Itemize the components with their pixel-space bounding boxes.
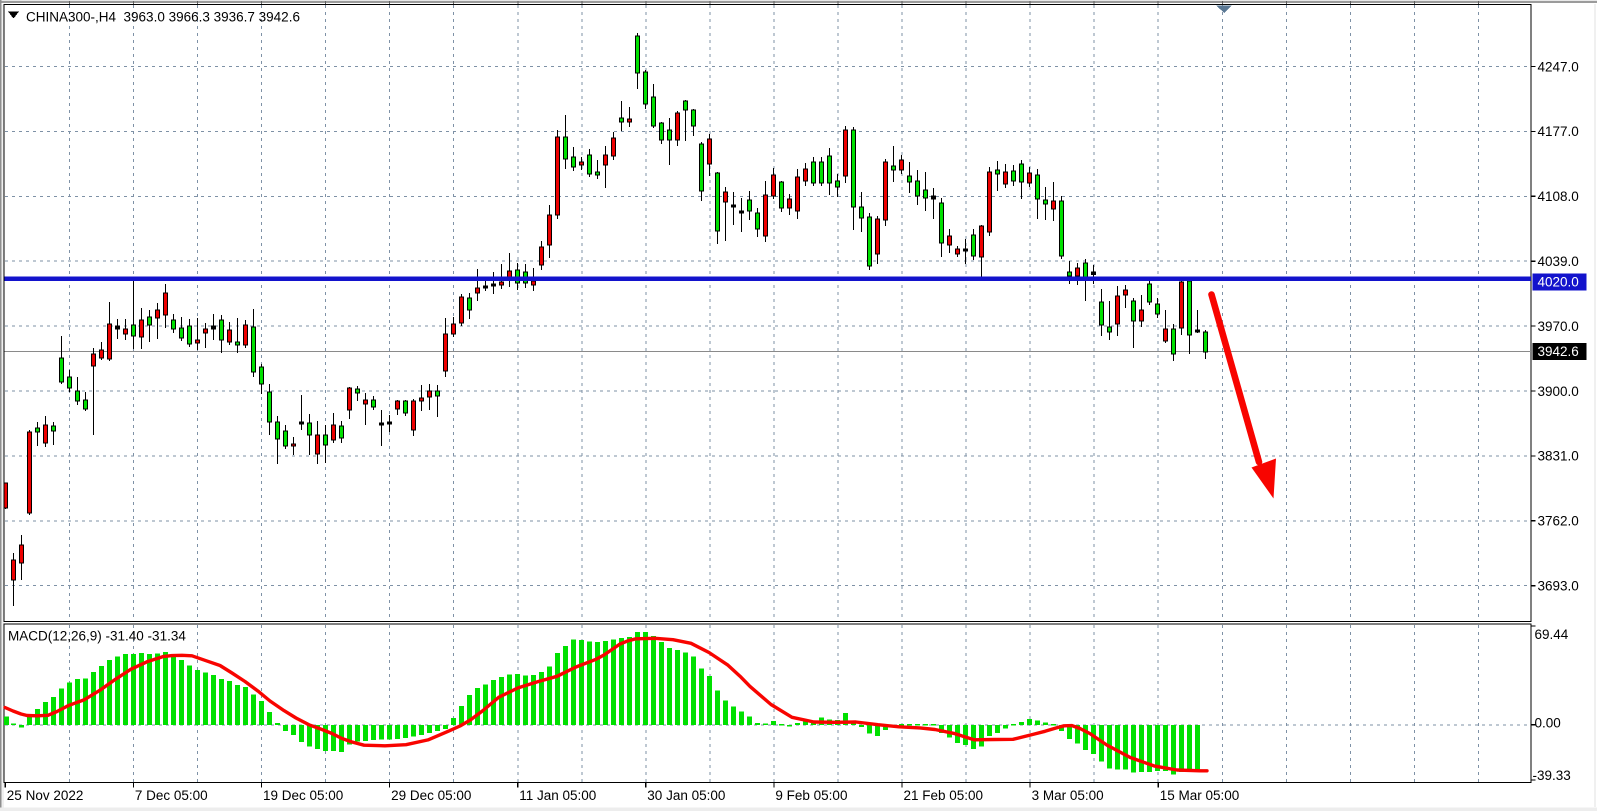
- svg-text:3693.0: 3693.0: [1538, 579, 1579, 594]
- svg-text:15 Mar 05:00: 15 Mar 05:00: [1160, 788, 1240, 803]
- svg-text:21 Feb 05:00: 21 Feb 05:00: [904, 788, 984, 803]
- svg-text:25 Nov 2022: 25 Nov 2022: [7, 788, 84, 803]
- svg-text:-39.33: -39.33: [1533, 768, 1571, 783]
- svg-text:3900.0: 3900.0: [1538, 384, 1579, 399]
- svg-text:69.44: 69.44: [1535, 627, 1569, 642]
- svg-text:11 Jan 05:00: 11 Jan 05:00: [519, 788, 596, 803]
- svg-text:MACD(12,26,9) -31.40 -31.34: MACD(12,26,9) -31.40 -31.34: [8, 628, 186, 643]
- svg-text:3942.6: 3942.6: [1538, 344, 1579, 359]
- svg-text:4108.0: 4108.0: [1538, 189, 1579, 204]
- svg-text:4039.0: 4039.0: [1538, 254, 1579, 269]
- svg-text:3762.0: 3762.0: [1538, 514, 1579, 529]
- svg-text:0.00: 0.00: [1535, 715, 1561, 730]
- svg-text:4177.0: 4177.0: [1538, 124, 1579, 139]
- svg-text:4247.0: 4247.0: [1538, 59, 1579, 74]
- svg-text:3 Mar 05:00: 3 Mar 05:00: [1032, 788, 1104, 803]
- svg-text:9 Feb 05:00: 9 Feb 05:00: [775, 788, 847, 803]
- svg-text:29 Dec 05:00: 29 Dec 05:00: [391, 788, 471, 803]
- svg-text:30 Jan 05:00: 30 Jan 05:00: [647, 788, 725, 803]
- svg-text:CHINA300-,H4 3963.0 3966.3 39: CHINA300-,H4 3963.0 3966.3 3936.7 3942.6: [26, 9, 300, 24]
- svg-text:3970.0: 3970.0: [1538, 319, 1579, 334]
- svg-text:19 Dec 05:00: 19 Dec 05:00: [263, 788, 343, 803]
- svg-text:3831.0: 3831.0: [1538, 449, 1579, 464]
- svg-text:4020.0: 4020.0: [1538, 274, 1579, 289]
- svg-text:7 Dec 05:00: 7 Dec 05:00: [135, 788, 208, 803]
